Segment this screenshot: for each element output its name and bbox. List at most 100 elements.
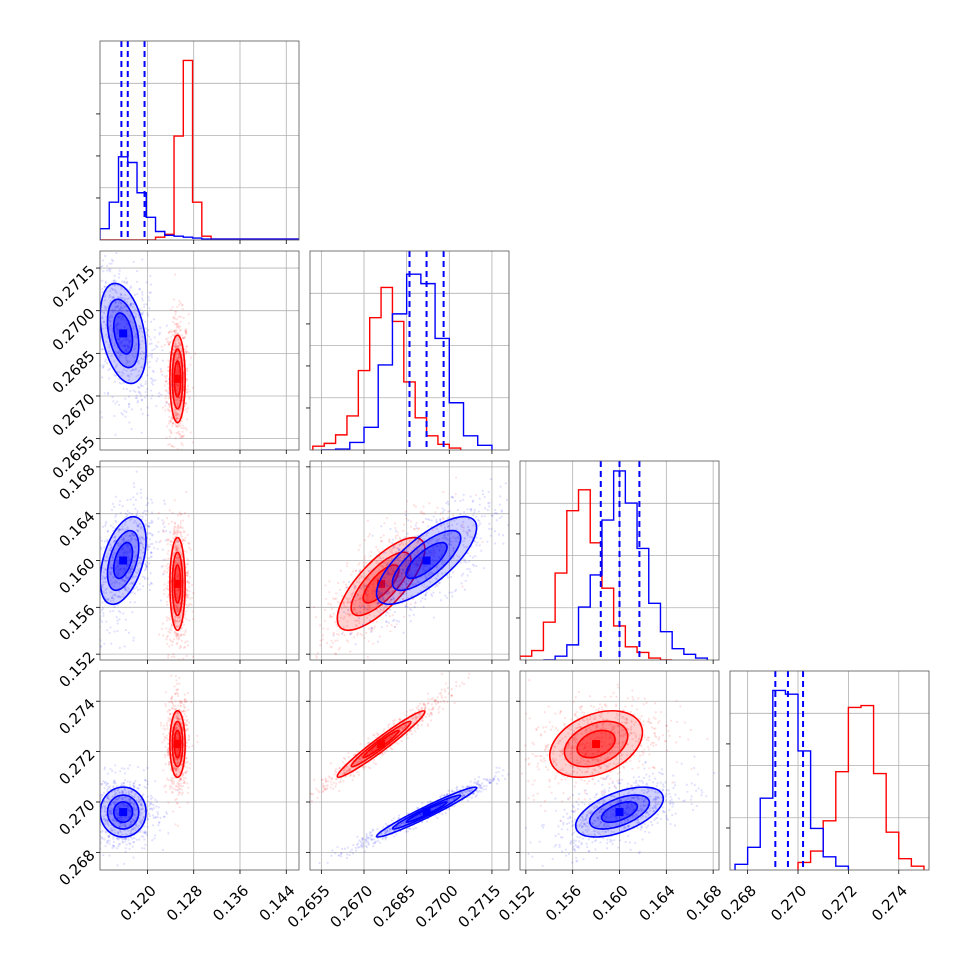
scatter-point [180,535,183,538]
scatter-point [121,528,124,531]
scatter-point [107,368,110,372]
scatter-point [174,788,177,791]
scatter-point [121,339,125,342]
scatter-point [413,563,417,566]
scatter-point [176,531,180,534]
scatter-point [386,624,389,628]
scatter-point [435,540,438,543]
scatter-point [165,425,169,428]
scatter-point [403,537,406,540]
scatter-point [191,441,194,444]
scatter-point [186,718,189,721]
scatter-point [108,326,111,329]
scatter-point [389,630,392,633]
scatter-point [176,413,179,416]
scatter-point [120,412,123,415]
scatter-point [102,590,105,593]
scatter-point [124,587,127,590]
scatter-point [165,436,168,439]
scatter-point [130,517,133,521]
scatter-point [116,569,119,572]
scatter-point [113,279,116,282]
scatter-point [123,305,126,308]
scatter-point [129,320,132,323]
scatter-point [476,518,480,522]
scatter-point [137,370,141,373]
scatter-point [177,779,181,783]
scatter-point [183,713,186,716]
scatter-point [127,338,130,341]
scatter-point [457,537,461,540]
scatter-point [140,562,143,565]
scatter-point [463,560,466,563]
scatter-point [169,784,172,788]
scatter-point [424,593,427,597]
scatter-point [102,270,105,273]
scatter-point [178,788,181,791]
scatter-point [359,632,362,636]
scatter-point [386,572,389,575]
scatter-point [126,563,129,567]
scatter-point [128,421,131,424]
scatter-point [137,525,140,528]
scatter-point [177,787,180,790]
scatter-point [315,616,318,619]
scatter-point [144,523,148,526]
scatter-point [134,390,137,393]
scatter-point [175,326,178,329]
scatter-point [115,513,118,516]
scatter-point [121,504,124,508]
scatter-point [157,511,160,515]
scatter-point [395,619,398,622]
scatter-point [168,420,171,423]
scatter-point [150,353,154,356]
scatter-point [151,394,154,397]
scatter-point [177,588,180,591]
scatter-point [340,607,344,610]
scatter-point [140,549,143,552]
scatter-point [157,530,160,533]
scatter-point [174,408,177,412]
scatter-point [168,709,171,712]
scatter-point [366,519,370,522]
scatter-point [177,712,180,715]
scatter-point [451,591,454,594]
scatter-point [447,524,450,528]
scatter-point [469,570,472,573]
scatter-point [120,354,123,357]
scatter-point [472,514,475,517]
scatter-point [385,591,388,594]
scatter-point [407,519,410,522]
scatter-point [462,558,465,561]
scatter-point [451,495,454,499]
scatter-point [371,534,374,537]
scatter-point [181,430,184,434]
scatter-point [167,343,171,346]
scatter-point [176,575,179,578]
scatter-point [431,558,435,561]
scatter-point [388,573,391,576]
scatter-point [372,642,375,645]
scatter-point [427,549,430,553]
scatter-point [428,566,431,569]
scatter-point [141,335,144,338]
scatter-point [176,387,179,390]
scatter-point [388,541,391,544]
scatter-point [397,576,400,579]
scatter-point [417,563,420,567]
scatter-point [176,425,179,429]
scatter-point [440,552,444,555]
scatter-point [152,379,155,382]
scatter-point [174,726,177,729]
scatter-point [174,437,177,440]
scatter-point [166,340,169,343]
scatter-point [439,543,442,546]
scatter-point [124,415,127,418]
scatter-point [113,540,116,543]
scatter-point [414,570,417,573]
scatter-point [175,371,178,374]
scatter-point [120,382,123,385]
scatter-point [467,526,470,529]
scatter-point [186,570,190,573]
scatter-point [400,578,403,581]
